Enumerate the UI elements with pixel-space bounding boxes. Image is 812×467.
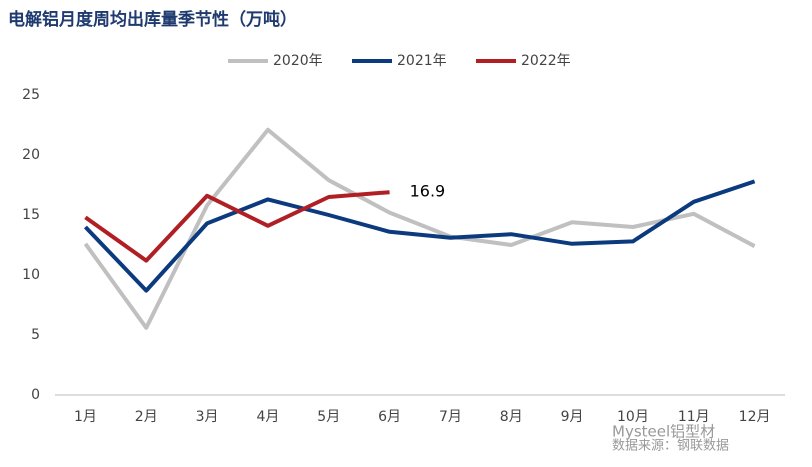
- x-tick-label: 10月: [617, 409, 649, 425]
- y-tick-label: 5: [31, 327, 40, 343]
- legend-label: 2022年: [521, 53, 571, 69]
- legend-label: 2021年: [397, 53, 447, 69]
- source: 数据来源：钢联数据: [612, 439, 729, 454]
- legend-label: 2020年: [273, 53, 323, 69]
- chart-title: 电解铝月度周均出库量季节性（万吨）: [8, 9, 297, 30]
- x-tick-label: 11月: [678, 409, 710, 425]
- x-tick-label: 3月: [196, 409, 219, 425]
- y-tick-label: 15: [22, 207, 40, 223]
- x-tick-label: 9月: [561, 409, 584, 425]
- x-tick-label: 1月: [74, 409, 97, 425]
- x-tick-label: 2月: [135, 409, 158, 425]
- x-tick-label: 8月: [500, 409, 523, 425]
- series-line: [84, 190, 390, 263]
- x-tick-label: 4月: [256, 409, 279, 425]
- x-tick-label: 12月: [739, 409, 771, 425]
- y-tick-label: 0: [31, 387, 40, 403]
- x-tick-label: 6月: [378, 409, 401, 425]
- series-line: [83, 179, 756, 293]
- data-label: 16.9: [410, 182, 446, 201]
- y-tick-label: 25: [22, 87, 40, 103]
- watermark: Mysteel铝型材: [612, 423, 715, 441]
- y-tick-label: 10: [22, 267, 40, 283]
- series-line: [83, 127, 756, 330]
- y-tick-label: 20: [22, 147, 40, 163]
- x-tick-label: 5月: [317, 409, 340, 425]
- x-tick-label: 7月: [439, 409, 462, 425]
